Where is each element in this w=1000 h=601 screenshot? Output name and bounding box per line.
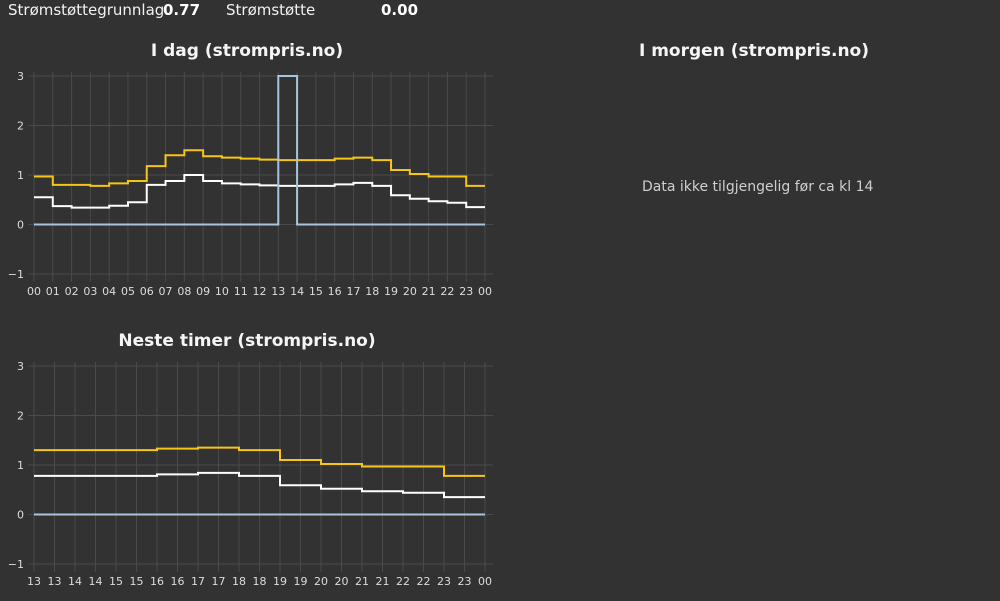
x-tick-label: 20 — [403, 285, 417, 298]
chart-tomorrow-title: I morgen (strompris.no) — [638, 41, 870, 61]
x-tick-label: 16 — [171, 575, 185, 588]
x-tick-label: 16 — [150, 575, 164, 588]
x-tick-label: 10 — [215, 285, 229, 298]
x-tick-label: 15 — [130, 575, 144, 588]
x-tick-label: 17 — [212, 575, 226, 588]
x-tick-label: 05 — [121, 285, 135, 298]
x-tick-label: 18 — [232, 575, 246, 588]
series-line — [34, 149, 485, 187]
x-tick-label: 23 — [458, 575, 472, 588]
x-tick-label: 20 — [314, 575, 328, 588]
stromstotte-value: 0.00 — [381, 1, 419, 19]
stromstottegrunnlag-value: 0.77 — [163, 1, 201, 19]
x-tick-label: 14 — [89, 575, 103, 588]
x-tick-label: 09 — [196, 285, 210, 298]
x-tick-label: 16 — [328, 285, 342, 298]
x-tick-label: 19 — [294, 575, 308, 588]
x-tick-label: 11 — [234, 285, 248, 298]
x-tick-label: 01 — [46, 285, 60, 298]
x-tick-label: 21 — [376, 575, 390, 588]
x-tick-label: 08 — [177, 285, 191, 298]
chart-next-hours-title: Neste timer (strompris.no) — [118, 331, 376, 351]
y-tick-label: 2 — [17, 410, 24, 423]
stromstottegrunnlag-label: Strømstøttegrunnlag — [8, 1, 165, 19]
series-line — [34, 174, 485, 209]
x-tick-label: 12 — [253, 285, 267, 298]
stromstotte-label: Strømstøtte — [226, 1, 316, 19]
series-line — [34, 471, 485, 499]
x-tick-label: 06 — [140, 285, 154, 298]
x-tick-label: 23 — [437, 575, 451, 588]
chart-today-title: I dag (strompris.no) — [150, 41, 344, 61]
x-tick-label: 17 — [346, 285, 360, 298]
x-tick-label: 00 — [478, 285, 492, 298]
x-tick-label: 21 — [422, 285, 436, 298]
x-tick-label: 14 — [290, 285, 304, 298]
y-tick-label: 3 — [17, 360, 24, 373]
x-tick-label: 04 — [102, 285, 116, 298]
x-tick-label: 15 — [309, 285, 323, 298]
y-tick-label: −1 — [8, 268, 24, 281]
series-line — [34, 75, 485, 226]
series-line — [34, 446, 485, 477]
x-tick-label: 02 — [65, 285, 79, 298]
x-tick-label: 23 — [459, 285, 473, 298]
x-tick-label: 20 — [335, 575, 349, 588]
x-tick-label: 18 — [365, 285, 379, 298]
x-tick-label: 03 — [83, 285, 97, 298]
y-tick-label: −1 — [8, 558, 24, 571]
x-tick-label: 22 — [440, 285, 454, 298]
tomorrow-unavailable-notice: Data ikke tilgjengelig før ca kl 14 — [642, 179, 874, 195]
x-tick-label: 00 — [478, 575, 492, 588]
x-tick-label: 22 — [417, 575, 431, 588]
x-tick-label: 19 — [384, 285, 398, 298]
y-tick-label: 0 — [17, 509, 24, 522]
x-tick-label: 18 — [253, 575, 267, 588]
y-tick-label: 0 — [17, 219, 24, 232]
x-tick-label: 17 — [191, 575, 205, 588]
x-tick-label: 13 — [27, 575, 41, 588]
x-tick-label: 13 — [48, 575, 62, 588]
y-tick-label: 1 — [17, 169, 24, 182]
x-tick-label: 00 — [27, 285, 41, 298]
x-tick-label: 15 — [109, 575, 123, 588]
x-tick-label: 14 — [68, 575, 82, 588]
x-tick-label: 21 — [355, 575, 369, 588]
x-tick-label: 13 — [271, 285, 285, 298]
y-tick-label: 1 — [17, 459, 24, 472]
y-tick-label: 2 — [17, 120, 24, 133]
x-tick-label: 07 — [159, 285, 173, 298]
x-tick-label: 19 — [273, 575, 287, 588]
x-tick-label: 22 — [396, 575, 410, 588]
y-tick-label: 3 — [17, 70, 24, 83]
